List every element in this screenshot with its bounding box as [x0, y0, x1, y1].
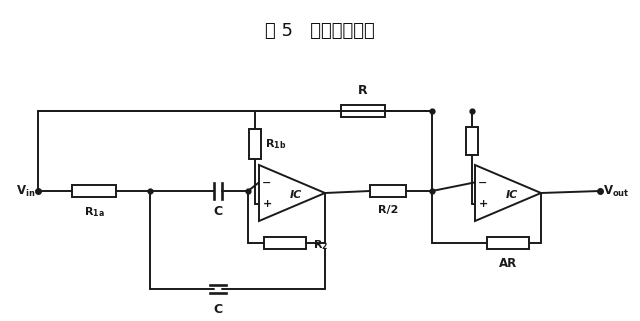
Bar [264, 237, 306, 249]
Text: C: C [213, 205, 223, 218]
Text: −: − [478, 178, 488, 187]
Text: +: + [478, 199, 488, 209]
Bar [466, 127, 478, 155]
Text: 图 5   二阶均衡网络: 图 5 二阶均衡网络 [265, 22, 375, 40]
Bar [249, 129, 261, 159]
Text: C: C [213, 303, 223, 316]
Text: $\mathbf{R_2}$: $\mathbf{R_2}$ [313, 238, 328, 252]
Text: +: + [262, 199, 271, 209]
Text: R: R [358, 84, 368, 97]
Text: R/2: R/2 [378, 205, 398, 215]
Text: IC: IC [506, 190, 518, 200]
Bar [487, 237, 529, 249]
Text: $\mathbf{R_{1b}}$: $\mathbf{R_{1b}}$ [265, 137, 286, 151]
Text: $\mathbf{R_{1a}}$: $\mathbf{R_{1a}}$ [84, 205, 104, 219]
Text: IC: IC [290, 190, 302, 200]
Text: −: − [262, 178, 272, 187]
Bar [370, 185, 406, 197]
Text: $\mathbf{V_{in}}$: $\mathbf{V_{in}}$ [16, 183, 35, 199]
Text: $\mathbf{V_{out}}$: $\mathbf{V_{out}}$ [603, 183, 630, 199]
Bar [341, 105, 385, 117]
Bar [72, 185, 116, 197]
Text: AR: AR [499, 257, 517, 270]
